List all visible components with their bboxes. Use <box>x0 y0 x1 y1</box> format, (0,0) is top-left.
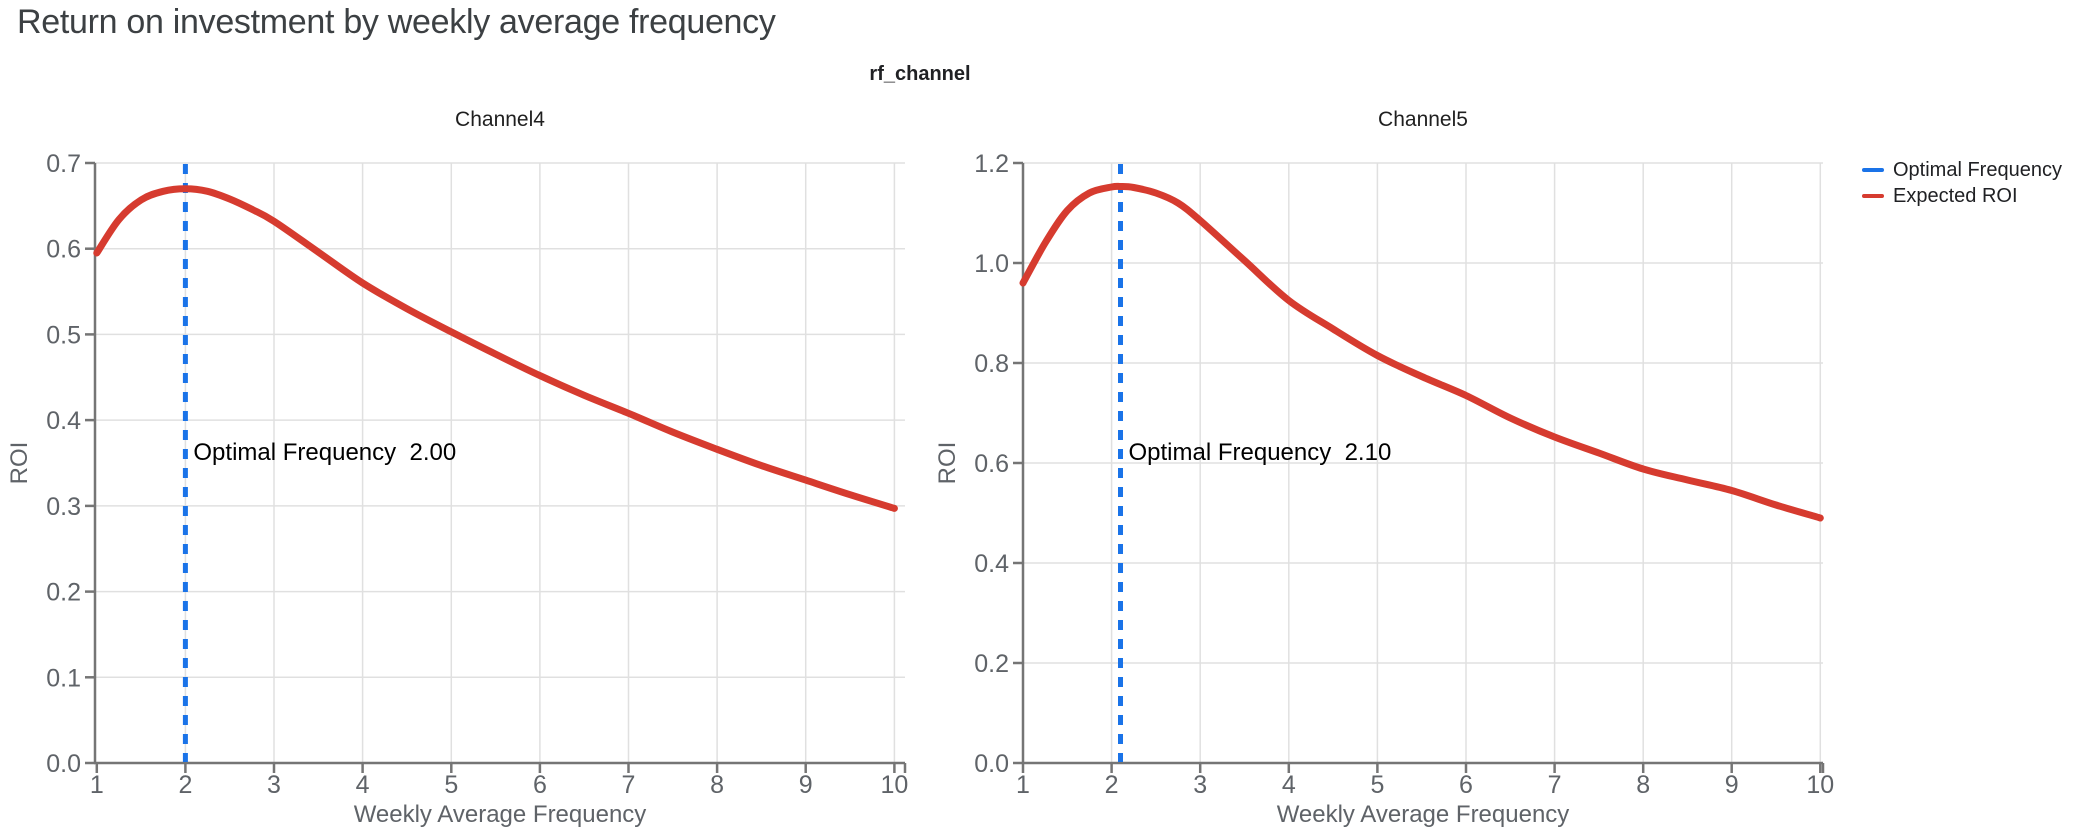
x-tick-label: 8 <box>1636 771 1650 799</box>
x-tick-label: 2 <box>178 771 192 799</box>
expected-roi-curve <box>93 185 898 512</box>
y-axis-label: ROI <box>934 442 961 485</box>
expected-roi-curve <box>1019 182 1824 522</box>
x-tick-label: 4 <box>1282 771 1296 799</box>
facet-title-bar: rf_channel <box>0 63 1840 86</box>
y-tick-label: 0.6 <box>974 450 1009 478</box>
y-tick-label: 0.8 <box>974 350 1009 378</box>
x-tick-label: 2 <box>1105 771 1119 799</box>
x-tick-label: 10 <box>1806 771 1834 799</box>
y-tick-label: 0.0 <box>974 750 1009 778</box>
x-tick-label: 7 <box>1548 771 1562 799</box>
x-tick-label: 6 <box>533 771 547 799</box>
expected-roi-line-swatch <box>1862 194 1884 198</box>
y-tick-label: 0.4 <box>46 407 81 435</box>
facet-title: rf_channel <box>869 63 971 85</box>
x-tick-label: 1 <box>1016 771 1030 799</box>
page-title: Return on investment by weekly average f… <box>17 3 776 41</box>
chart-title: Channel5 <box>1378 108 1468 131</box>
optimal-frequency-annotation: Optimal Frequency 2.00 <box>193 439 456 466</box>
chart-channel5: 1 2 3 4 5 6 7 8 9 10 0.0 0.2 0.4 0.6 0.8 1.0 1.2 Optimal … <box>934 108 1834 828</box>
y-tick-label: 0.6 <box>46 236 81 264</box>
y-tick-label: 0.4 <box>974 550 1009 578</box>
y-tick-label: 0.3 <box>46 493 81 521</box>
x-tick-label: 5 <box>444 771 458 799</box>
y-tick-label: 1.2 <box>974 150 1009 178</box>
x-tick-label: 5 <box>1370 771 1384 799</box>
y-tick-label: 0.5 <box>46 321 81 349</box>
x-tick-label: 10 <box>880 771 908 799</box>
y-tick-label: 0.1 <box>46 664 81 692</box>
chart-legend: Optimal Frequency Expected ROI <box>1862 158 2062 207</box>
optimal-frequency-annotation: Optimal Frequency 2.10 <box>1129 439 1392 466</box>
x-axis-label: Weekly Average Frequency <box>1277 801 1570 828</box>
chart-channel4: 1 2 3 4 5 6 7 8 9 10 0.0 0.1 0.2 0.3 0.4 0.5 0.6 0.7 Optim… <box>6 108 908 828</box>
x-tick-label: 8 <box>710 771 724 799</box>
legend-item-label: Expected ROI <box>1893 184 2018 207</box>
x-tick-label: 1 <box>90 771 104 799</box>
y-axis-label: ROI <box>6 442 33 485</box>
optimal-frequency-line-swatch <box>1862 168 1884 172</box>
y-tick-label: 0.7 <box>46 150 81 178</box>
legend-item-optimal-frequency: Optimal Frequency <box>1862 158 2062 181</box>
x-tick-label: 9 <box>799 771 813 799</box>
y-tick-label: 0.2 <box>974 650 1009 678</box>
legend-item-expected-roi: Expected ROI <box>1862 184 2062 207</box>
x-tick-label: 3 <box>267 771 281 799</box>
x-axis-label: Weekly Average Frequency <box>354 801 647 828</box>
x-tick-label: 3 <box>1193 771 1207 799</box>
x-tick-label: 4 <box>356 771 370 799</box>
x-tick-label: 6 <box>1459 771 1473 799</box>
legend-item-label: Optimal Frequency <box>1893 158 2062 181</box>
x-tick-label: 7 <box>622 771 636 799</box>
y-tick-label: 0.2 <box>46 579 81 607</box>
x-tick-label: 9 <box>1725 771 1739 799</box>
y-tick-label: 0.0 <box>46 750 81 778</box>
chart-title: Channel4 <box>455 108 545 131</box>
y-tick-label: 1.0 <box>974 250 1009 278</box>
